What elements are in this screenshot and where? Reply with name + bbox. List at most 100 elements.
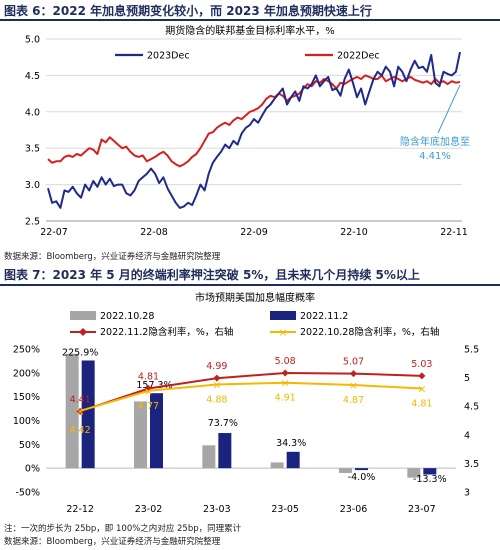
line-marker-2022.11.2隐含利率，%，右轴	[418, 372, 426, 380]
annotation-pointer	[437, 84, 461, 134]
y-tick-label: 5.0	[25, 35, 40, 46]
y-left-tick-label: 50%	[19, 440, 40, 451]
y-right-tick-label: 4.5	[464, 402, 479, 413]
series-line-2022.10.28隐含利率，%，右轴	[79, 381, 422, 412]
y-right-tick-label: 3	[464, 488, 470, 499]
figure-6-source: 数据来源：Bloomberg，兴业证券经济与金融研究院整理	[4, 252, 221, 262]
legend-label-2022.11.2隐含利率，%，右轴: 2022.11.2隐含利率，%，右轴	[100, 326, 233, 338]
bar-2022.11.2-22-12	[81, 360, 95, 469]
figure-7-caption: 图表 7：2023 年 5 月的终端利率押注突破 5%，且未来几个月持续 5%以…	[4, 268, 420, 282]
series-line-2022.11.2隐含利率，%，右轴	[79, 371, 422, 413]
line-value-label: 5.07	[343, 357, 364, 368]
annotation-text: 4.41%	[419, 151, 451, 162]
x-tick-label: 22-11	[440, 227, 468, 238]
figure-7-note: 注：一次的步长为 25bp，即 100%之内对应 25bp，同理累计	[4, 524, 242, 534]
line-marker-2022.11.2隐含利率，%，右轴	[76, 407, 84, 415]
line-value-label: 4.88	[206, 394, 227, 405]
bar-value-label: 225.9%	[62, 347, 98, 358]
y-left-tick-label: 250%	[13, 345, 40, 356]
legend-swatch-2022.11.2	[270, 311, 296, 320]
bar-2022.10.28-23-02	[134, 401, 147, 469]
y-left-tick-label: 200%	[13, 368, 40, 379]
y-right-tick-label: 4	[464, 430, 470, 441]
line-value-label: 5.03	[411, 359, 432, 370]
line-marker-2022.10.28隐含利率，%，右轴: ×	[281, 377, 290, 390]
bar-2022.11.2-23-05	[286, 451, 300, 469]
bar-value-label: 157.3%	[136, 380, 172, 391]
line-marker-2022.11.2隐含利率，%，右轴	[145, 384, 152, 392]
legend-label-2022.11.2: 2022.11.2	[300, 311, 348, 322]
line-value-label: 4.81	[411, 398, 432, 409]
annotation-text: 隐含年底加息至	[400, 135, 470, 148]
bar-2022.11.2-23-03	[218, 433, 232, 469]
line-marker-2022.10.28隐含利率，%，右轴: ×	[144, 385, 153, 398]
bar-value-label: -13.3%	[413, 474, 447, 485]
bar-value-label: 34.3%	[276, 438, 306, 449]
x-tick-label: 23-03	[203, 504, 231, 515]
y-left-tick-label: 0%	[25, 464, 40, 475]
chart-rate-hike-probability: 市场预期美国加息幅度概率 2022.10.28 2022.11.2 2022.11.2…	[13, 291, 479, 515]
bar-2022.10.28-23-03	[202, 445, 216, 469]
line-value-label: 5.08	[275, 356, 296, 367]
y-tick-label: 3.0	[25, 180, 40, 191]
bar-2022.11.2-23-02	[150, 393, 163, 469]
bar-2022.11.2-23-06	[355, 468, 368, 471]
bar-2022.10.28-23-07	[407, 468, 421, 478]
line-value-label: 4.81	[138, 371, 159, 382]
legend-marker-2022.11.2隐含利率，%，右轴	[79, 328, 87, 336]
line-value-label: 4.99	[206, 361, 227, 372]
y-tick-label: 2.5	[25, 217, 40, 228]
x-tick-label: 22-08	[140, 227, 168, 238]
x-tick-label: 22-12	[66, 504, 94, 515]
legend-swatch-2022.10.28	[70, 311, 96, 320]
line-marker-2022.10.28隐含利率，%，右轴: ×	[417, 382, 426, 395]
line-value-label: 4.42	[70, 425, 91, 436]
bar-2022.11.2-23-07	[423, 468, 437, 475]
series-line-2022Dec	[47, 74, 461, 168]
bar-2022.10.28-23-06	[339, 468, 352, 473]
y-left-tick-label: 150%	[13, 392, 40, 403]
line-marker-2022.10.28隐含利率，%，右轴: ×	[349, 379, 358, 392]
series-line-2023Dec	[47, 51, 461, 209]
legend-label-2022.10.28隐含利率，%，右轴: 2022.10.28隐含利率，%，右轴	[300, 326, 439, 338]
chart-title: 市场预期美国加息幅度概率	[195, 291, 315, 304]
line-value-label: 4.77	[138, 401, 159, 412]
figure-7-source: 数据来源：Bloomberg，兴业证券经济与金融研究院整理	[4, 537, 221, 547]
line-value-label: 4.41	[70, 394, 91, 405]
y-left-tick-label: -50%	[15, 488, 40, 499]
chart-title: 期货隐含的联邦基金目标利率水平，%	[165, 24, 335, 37]
x-tick-label: 23-06	[340, 504, 368, 515]
line-value-label: 4.91	[275, 393, 296, 404]
legend-label-2022Dec: 2022Dec	[337, 51, 380, 62]
figure-6-caption: 图表 6：2022 年加息预期变化较小，而 2023 年加息预期快速上行	[4, 4, 372, 18]
chart-fed-funds-implied-rate: 期货隐含的联邦基金目标利率水平，% 2.5 3.0 3.5 4.0 4.5 5.0 22-07…	[25, 24, 470, 238]
figure-6-rule	[0, 19, 500, 21]
y-tick-label: 4.5	[25, 71, 40, 82]
x-tick-label: 23-02	[135, 504, 163, 515]
line-marker-2022.11.2隐含利率，%，右轴	[281, 369, 289, 377]
y-right-tick-label: 5.5	[464, 345, 479, 356]
legend-label-2023Dec: 2023Dec	[147, 51, 190, 62]
line-marker-2022.10.28隐含利率，%，右轴: ×	[76, 405, 85, 418]
x-tick-label: 22-07	[40, 227, 68, 238]
x-tick-label: 22-09	[240, 227, 268, 238]
legend-marker-2022.10.28隐含利率，%，右轴: ×	[278, 326, 287, 339]
y-right-tick-label: 5	[464, 373, 470, 384]
line-marker-2022.10.28隐含利率，%，右轴: ×	[212, 378, 221, 391]
x-tick-label: 23-07	[408, 504, 436, 515]
bar-value-label: -4.0%	[348, 472, 376, 483]
line-marker-2022.11.2隐含利率，%，右轴	[350, 370, 357, 378]
y-left-tick-label: 100%	[13, 416, 40, 427]
y-tick-label: 4.0	[25, 107, 40, 118]
y-tick-label: 3.5	[25, 144, 40, 155]
bar-2022.10.28-22-12	[65, 353, 79, 469]
y-right-tick-label: 3.5	[464, 459, 479, 470]
x-tick-label: 22-10	[340, 227, 368, 238]
figure-7-rule	[0, 284, 500, 286]
line-marker-2022.11.2隐含利率，%，右轴	[213, 374, 221, 382]
line-value-label: 4.87	[343, 395, 364, 406]
bar-2022.10.28-23-05	[270, 462, 284, 469]
x-tick-label: 23-05	[271, 504, 299, 515]
bar-value-label: 73.7%	[208, 418, 238, 429]
legend-label-2022.10.28: 2022.10.28	[100, 311, 154, 322]
